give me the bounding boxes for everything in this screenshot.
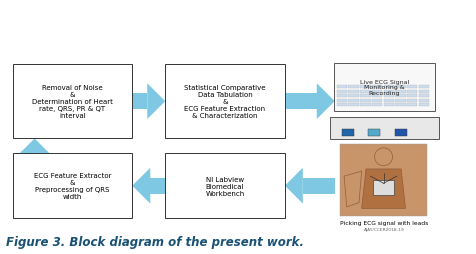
Bar — [336, 95, 347, 98]
Text: ECG Feature Extractor
&
Preprocessing of QRS
width: ECG Feature Extractor & Preprocessing of… — [34, 172, 111, 199]
Bar — [359, 100, 370, 102]
Text: AJAY/CCER2018-19: AJAY/CCER2018-19 — [364, 228, 404, 232]
Bar — [406, 100, 416, 102]
Bar — [395, 86, 405, 89]
Bar — [406, 90, 416, 93]
Bar — [347, 86, 358, 89]
Bar — [336, 90, 347, 93]
Bar — [372, 180, 393, 196]
Bar — [359, 95, 370, 98]
Bar — [406, 104, 416, 107]
Bar — [395, 104, 405, 107]
Bar — [336, 100, 347, 102]
Polygon shape — [343, 171, 361, 207]
Bar — [336, 104, 347, 107]
FancyBboxPatch shape — [13, 65, 132, 139]
Text: Picking ECG signal with leads: Picking ECG signal with leads — [340, 221, 428, 226]
Bar — [395, 90, 405, 93]
Polygon shape — [132, 168, 150, 204]
Bar — [347, 100, 358, 102]
Bar — [406, 86, 416, 89]
Polygon shape — [284, 94, 316, 110]
Polygon shape — [284, 168, 302, 204]
Bar — [383, 86, 393, 89]
Bar — [359, 90, 370, 93]
Text: Removal of Noise
&
Determination of Heart
rate, QRS, PR & QT
interval: Removal of Noise & Determination of Hear… — [32, 85, 113, 119]
Bar — [383, 100, 393, 102]
Bar — [383, 90, 393, 93]
Text: Live ECG Signal
Monitoring &
Recording: Live ECG Signal Monitoring & Recording — [359, 79, 408, 96]
FancyBboxPatch shape — [329, 117, 438, 139]
Text: NI Labview
Biomedical
Workbench: NI Labview Biomedical Workbench — [205, 176, 244, 196]
Bar — [383, 95, 393, 98]
Polygon shape — [147, 84, 165, 120]
FancyBboxPatch shape — [165, 154, 284, 218]
Bar — [347, 95, 358, 98]
Bar — [367, 130, 379, 136]
Bar — [371, 100, 381, 102]
Bar — [418, 90, 428, 93]
Circle shape — [374, 148, 392, 166]
Bar — [418, 104, 428, 107]
Bar — [418, 86, 428, 89]
Bar — [406, 95, 416, 98]
Bar — [395, 100, 405, 102]
Text: Statistical Comparative
Data Tabulation
&
ECG Feature Extraction
& Characterizat: Statistical Comparative Data Tabulation … — [184, 85, 265, 119]
Bar — [418, 95, 428, 98]
Bar — [395, 95, 405, 98]
Bar — [359, 86, 370, 89]
Polygon shape — [316, 84, 334, 120]
Bar — [371, 104, 381, 107]
Polygon shape — [27, 154, 42, 157]
Polygon shape — [302, 178, 334, 194]
Bar — [394, 130, 406, 136]
Polygon shape — [150, 178, 165, 194]
Bar — [418, 100, 428, 102]
Bar — [341, 130, 353, 136]
Polygon shape — [132, 94, 147, 110]
FancyBboxPatch shape — [339, 144, 426, 216]
Polygon shape — [361, 169, 405, 209]
Bar — [371, 90, 381, 93]
Bar — [347, 90, 358, 93]
Bar — [371, 86, 381, 89]
Bar — [383, 104, 393, 107]
Text: Figure 3. Block diagram of the present work.: Figure 3. Block diagram of the present w… — [6, 235, 303, 248]
FancyBboxPatch shape — [13, 154, 132, 218]
FancyBboxPatch shape — [333, 64, 435, 111]
Bar — [347, 104, 358, 107]
Polygon shape — [17, 139, 52, 157]
Bar — [371, 95, 381, 98]
Bar — [336, 86, 347, 89]
Bar — [359, 104, 370, 107]
FancyBboxPatch shape — [165, 65, 284, 139]
